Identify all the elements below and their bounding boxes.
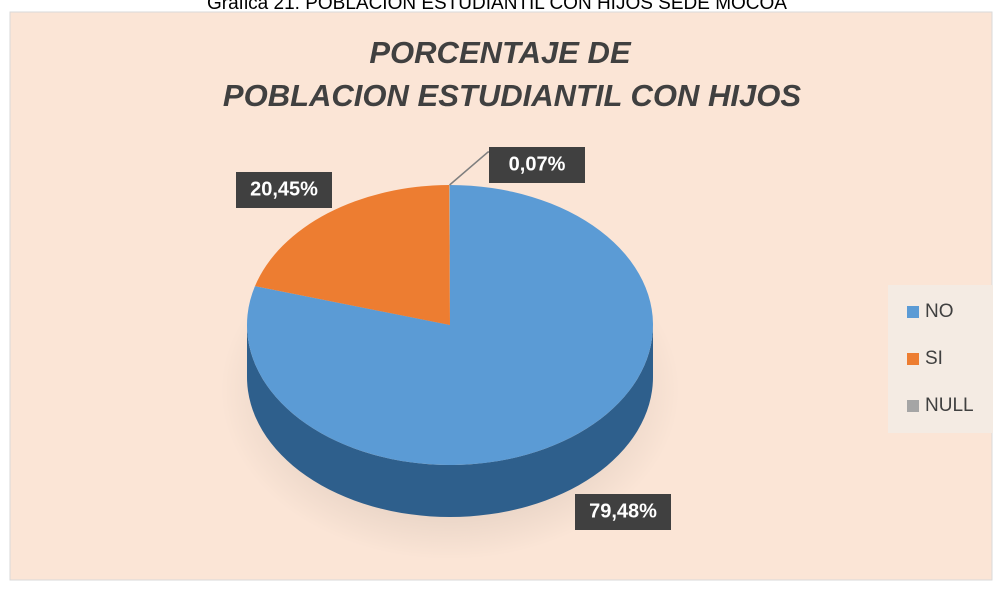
caption: Grafica 21. POBLACION ESTUDIANTIL CON HI… [207,0,787,14]
legend-label: NO [925,301,954,322]
pie-slice [449,185,450,325]
legend-box [888,285,993,433]
pie-slice [254,185,450,325]
chart-title: PORCENTAJE DE [369,35,632,70]
data-label: 0,07% [509,153,566,175]
data-label: 79,48% [589,500,657,522]
label-box [575,494,671,530]
legend-label: NULL [925,395,974,416]
data-label: 20,45% [250,178,318,200]
label-box [236,172,332,208]
legend-swatch [907,353,919,365]
chart-title: POBLACION ESTUDIANTIL CON HIJOS [223,78,801,113]
legend-label: SI [925,348,943,369]
legend-swatch [907,306,919,318]
label-box [489,147,585,183]
legend-swatch [907,400,919,412]
pie-side [247,325,653,517]
